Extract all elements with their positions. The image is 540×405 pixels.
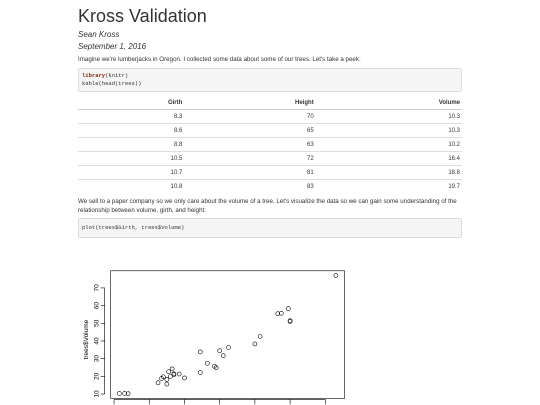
code-line: kable(head(trees)) xyxy=(82,80,142,87)
point xyxy=(333,273,339,278)
table-cell: 70 xyxy=(184,109,316,124)
y-axis-label: trees$Volume xyxy=(83,319,90,359)
point xyxy=(286,306,291,311)
point xyxy=(287,319,293,324)
point xyxy=(220,353,226,358)
point xyxy=(257,334,263,339)
table-cell: 63 xyxy=(184,137,316,152)
point xyxy=(169,366,175,372)
table-cell: 16.4 xyxy=(315,151,462,166)
point xyxy=(278,310,284,316)
code-keyword: library xyxy=(82,72,106,79)
point xyxy=(226,345,231,350)
author: Sean Kross xyxy=(78,30,120,39)
point xyxy=(122,391,127,396)
point xyxy=(155,380,161,385)
table-cell: 10.3 xyxy=(315,109,462,124)
code-line: library(knitr) xyxy=(82,72,458,80)
point xyxy=(161,374,166,380)
code-line: plot(trees$Girth, trees$Volume) xyxy=(82,224,185,231)
table-row: 8.6 65 10.3 xyxy=(78,123,462,138)
table: Girth Height Volume 8.3 70 10.3 8.6 65 10.3 8.8 63… xyxy=(78,96,462,193)
y-tick-label: 70 xyxy=(94,284,101,292)
table-row: 10.5 72 16.4 xyxy=(78,151,462,166)
y-tick-label: 20 xyxy=(94,372,101,380)
y-tick-label: 30 xyxy=(94,355,101,363)
point xyxy=(217,348,222,353)
plot-frame xyxy=(110,270,345,399)
table-cell: 8.6 xyxy=(78,123,185,138)
point xyxy=(198,349,203,355)
table-cell: 10.2 xyxy=(315,137,462,152)
code-text: (knitr) xyxy=(105,72,129,79)
table-cell: 10.5 xyxy=(78,151,185,166)
y-tick-label: 50 xyxy=(94,319,101,327)
table-row: 8.8 63 10.2 xyxy=(78,137,462,152)
title: Kross Validation xyxy=(78,6,207,26)
table-cell: 72 xyxy=(184,151,316,166)
point xyxy=(117,391,122,396)
code-block: library(knitr) kable(head(trees)) xyxy=(78,68,462,92)
table-row: 10.8 83 19.7 xyxy=(78,179,462,193)
point xyxy=(182,375,187,381)
table-cell: 18.8 xyxy=(315,165,462,180)
paragraph: Imagine we're lumberjacks in Oregon. I c… xyxy=(78,56,361,63)
point xyxy=(205,360,210,366)
y-tick-label: 40 xyxy=(94,337,101,345)
point xyxy=(176,371,182,377)
table-cell: 65 xyxy=(184,123,316,138)
table-cell: 10.7 xyxy=(78,165,185,180)
y-tick-label: 10 xyxy=(94,390,101,398)
paragraph: We sell to a paper company so we only ca… xyxy=(78,198,457,214)
point xyxy=(275,311,281,317)
table-cell: 83 xyxy=(184,179,316,193)
point xyxy=(198,370,203,375)
table-cell: 19.7 xyxy=(315,179,462,193)
table-cell: 8.8 xyxy=(78,137,185,152)
point xyxy=(171,371,177,377)
table-body: 8.3 70 10.3 8.6 65 10.3 8.8 63 10.2 10.5 72 16.4 10.… xyxy=(78,109,462,193)
point xyxy=(166,369,171,375)
code-block: plot(trees$Girth, trees$Volume) xyxy=(78,218,462,238)
point xyxy=(213,365,219,370)
table-row: 8.3 70 10.3 xyxy=(78,109,462,124)
point xyxy=(125,391,131,396)
table-row: 10.7 81 18.8 xyxy=(78,165,462,180)
table-cell: 10.8 xyxy=(78,179,185,193)
date: September 1, 2016 xyxy=(78,42,147,51)
point xyxy=(164,381,170,387)
point xyxy=(168,374,173,379)
table-cell: 8.3 xyxy=(78,109,185,124)
point xyxy=(252,341,258,347)
point xyxy=(164,377,170,382)
table-cell: 81 xyxy=(184,165,316,180)
y-tick-label: 60 xyxy=(94,302,101,310)
table-cell: 10.3 xyxy=(315,123,462,138)
